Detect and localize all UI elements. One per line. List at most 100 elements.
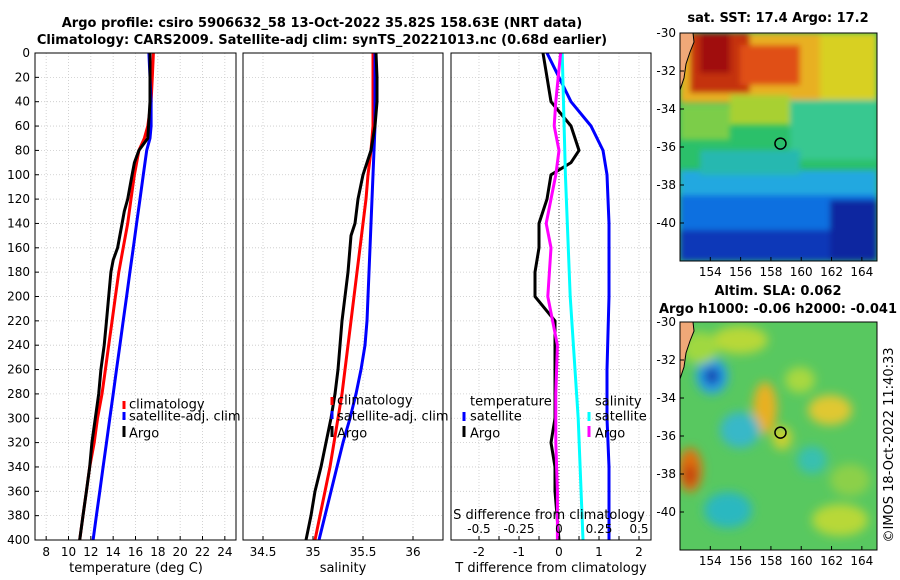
lat-tick-label: -38 — [656, 178, 676, 192]
salinity-legend: climatology satellite-adj. clim Argo — [330, 394, 449, 442]
lat-tick-label: -30 — [656, 315, 676, 329]
y-tick-label: 140 — [7, 216, 30, 230]
temperature-legend: climatology satellite-adj. clim Argo — [122, 398, 241, 442]
salinity-x-label: salinity — [320, 561, 367, 576]
temperature-x-label: temperature (deg C) — [69, 561, 203, 576]
y-tick-label: 320 — [7, 436, 30, 450]
salinity-series — [304, 52, 379, 541]
x-tick-label: 20 — [173, 545, 188, 559]
x-tick-label: 35 — [305, 545, 320, 559]
y-tick-label: 340 — [7, 460, 30, 474]
depth-y-ticks: 0 20 40 60 80 100 120 140 160 180 200 220 240 260 280 3… — [7, 46, 39, 547]
temperature-panel: 8 10 12 14 16 18 20 22 24 0 20 40 60 80 100 120 140 160 1… — [7, 46, 241, 576]
series-line-argo — [304, 52, 379, 541]
y-tick-label: 360 — [7, 484, 30, 498]
sla-map-panel: Altim. SLA: 0.062 Argo h1000: -0.06 h200… — [656, 284, 897, 568]
s-tick-label: -0.5 — [467, 522, 490, 536]
s-tick-label: -0.25 — [503, 522, 534, 536]
lon-tick-label: 156 — [729, 265, 752, 279]
x-tick-label: 18 — [150, 545, 165, 559]
x-tick-label: 2 — [635, 545, 643, 559]
lat-tick-label: -40 — [656, 505, 676, 519]
x-tick-label: 14 — [106, 545, 121, 559]
lon-tick-label: 154 — [699, 554, 722, 568]
difference-panel: -2 -1 0 1 2 -0.5 -0.25 0 0.25 0.5 S difference f… — [450, 52, 652, 576]
series-line-t-satellite — [545, 52, 611, 540]
lon-tick-label: 158 — [759, 265, 782, 279]
y-tick-label: 120 — [7, 192, 30, 206]
legend-label-argo: Argo — [129, 427, 159, 442]
lon-tick-label: 154 — [699, 265, 722, 279]
series-line-satellite-adj-clim — [317, 53, 377, 541]
x-tick-label: 22 — [195, 545, 210, 559]
y-tick-label: 20 — [15, 70, 30, 84]
y-tick-label: 300 — [7, 411, 30, 425]
y-tick-label: 180 — [7, 265, 30, 279]
y-tick-label: 40 — [15, 95, 30, 109]
lat-tick-label: -30 — [656, 26, 676, 40]
series-line-satellite-adj-clim — [91, 52, 153, 541]
x-tick-label: 16 — [128, 545, 143, 559]
y-tick-label: 160 — [7, 241, 30, 255]
figure-title-line-1: Argo profile: csiro 5906632_58 13-Oct-20… — [62, 16, 583, 31]
salinity-grid — [243, 52, 443, 541]
lon-tick-label: 158 — [759, 554, 782, 568]
lon-tick-label: 156 — [729, 554, 752, 568]
lat-tick-label: -36 — [656, 429, 676, 443]
lat-tick-label: -34 — [656, 102, 676, 116]
sst-coastline — [680, 33, 695, 91]
y-tick-label: 80 — [15, 143, 30, 157]
lat-tick-label: -32 — [656, 353, 676, 367]
salinity-x-ticks: 34.5 35 35.5 36 — [250, 536, 421, 559]
series-line-s-argo — [544, 52, 563, 540]
y-tick-label: 200 — [7, 290, 30, 304]
difference-axes-frame — [450, 52, 652, 541]
legend-label-satellite: satellite-adj. clim — [337, 410, 449, 425]
legend-label-climatology: climatology — [129, 398, 205, 413]
salinity-axes-frame — [242, 52, 444, 541]
lon-tick-label: 160 — [790, 554, 813, 568]
x-tick-label: 24 — [217, 545, 232, 559]
y-tick-label: 380 — [7, 509, 30, 523]
legend-label-t-argo: Argo — [470, 427, 500, 442]
x-tick-label: 8 — [42, 545, 50, 559]
x-tick-label: 10 — [61, 545, 76, 559]
legend-label-s-satellite: satellite — [595, 410, 647, 425]
series-line-s-satellite — [560, 52, 585, 541]
legend-label-satellite: satellite-adj. clim — [129, 410, 241, 425]
sst-longitude-ticks: 154 156 158 160 162 164 — [699, 257, 873, 279]
sla-argo-float-marker — [774, 426, 787, 439]
y-tick-label: 280 — [7, 387, 30, 401]
sla-coastline — [680, 322, 695, 380]
x-tick-label: 12 — [83, 545, 98, 559]
legend-label-climatology: climatology — [337, 394, 413, 409]
sla-map-title-line-1: Altim. SLA: 0.062 — [715, 284, 842, 299]
y-tick-label: 220 — [7, 314, 30, 328]
x-tick-label: 0 — [555, 545, 563, 559]
legend-label-s-argo: Argo — [595, 427, 625, 442]
x-tick-label: 1 — [595, 545, 603, 559]
lon-tick-label: 160 — [790, 265, 813, 279]
lat-tick-label: -38 — [656, 467, 676, 481]
imos-watermark: ©IMOS 18-Oct-2022 11:40:33 — [882, 347, 897, 542]
y-tick-label: 240 — [7, 338, 30, 352]
legend-label-argo: Argo — [337, 427, 367, 442]
legend-header-temperature: temperature — [470, 395, 552, 410]
legend-header-salinity: salinity — [595, 395, 642, 410]
series-line-argo — [78, 53, 152, 541]
x-tick-label: 35.5 — [350, 545, 377, 559]
x-tick-label: 36 — [405, 545, 420, 559]
difference-series — [533, 52, 611, 541]
figure-title-line-2: Climatology: CARS2009. Satellite-adj cli… — [37, 33, 607, 48]
x-tick-label: -1 — [513, 545, 525, 559]
difference-legend: temperature satellite Argo salinity sate… — [462, 395, 647, 442]
s-difference-label: S difference from climatology — [453, 508, 645, 523]
sla-heatmap — [680, 322, 877, 550]
y-tick-label: 400 — [7, 533, 30, 547]
lon-tick-label: 162 — [820, 554, 843, 568]
sst-argo-float-marker — [774, 137, 787, 150]
sla-map-title-line-2: Argo h1000: -0.06 h2000: -0.041 — [659, 302, 897, 317]
sst-map-panel: sat. SST: 17.4 Argo: 17.2 154 15 — [656, 11, 878, 279]
sla-latitude-ticks: -30 -32 -34 -36 -38 -40 — [656, 315, 684, 519]
